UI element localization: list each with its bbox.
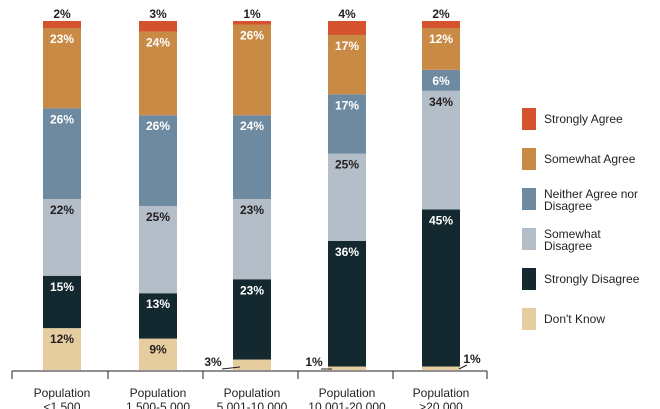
data-labels-layer: 12% 15% 22% 26% 23% 2% 9% 13% 25% 26% 24% 3% 23% 23% 2… [50, 7, 481, 370]
legend-label: Somewhat Disagree [544, 227, 601, 253]
bar-segment [328, 240, 366, 367]
data-label: 4% [338, 7, 356, 21]
legend-swatch [522, 188, 536, 210]
data-label: 6% [432, 74, 450, 88]
data-label: 1% [463, 352, 481, 366]
bar-segment [43, 275, 81, 329]
data-label: 1% [243, 7, 261, 21]
bar-segment [43, 108, 81, 199]
bar-segment [328, 34, 366, 95]
legend-item: Somewhat Disagree [522, 228, 656, 252]
bar-segment [328, 366, 366, 370]
data-label: 34% [429, 95, 453, 109]
bar-segment [422, 366, 460, 370]
category-label: Population 10,001-20,000 [308, 386, 386, 409]
data-label: 26% [146, 119, 170, 133]
data-label: 2% [432, 7, 450, 21]
data-label: 23% [240, 283, 264, 297]
data-label: 25% [335, 158, 359, 172]
category-label: Population >20,000 [413, 386, 470, 409]
data-label: 3% [149, 7, 167, 21]
category-label: Population 5,001-10,000 [217, 386, 288, 409]
legend-item: Neither Agree nor Disagree [522, 188, 656, 212]
legend-item: Somewhat Agree [522, 148, 656, 170]
data-label: 2% [53, 7, 71, 21]
data-label: 22% [50, 203, 74, 217]
legend-label: Neither Agree nor Disagree [544, 187, 639, 213]
category-label: Population <1,500 [34, 386, 91, 409]
bar-segment [43, 328, 81, 370]
bar-segment [43, 21, 81, 28]
x-axis: Population <1,500 Population 1,500-5,000 Pop… [11, 370, 488, 409]
bar-segment [139, 31, 177, 116]
data-label: 26% [240, 28, 264, 42]
data-label: 12% [429, 32, 453, 46]
legend-item: Don't Know [522, 308, 656, 330]
bar-segment [139, 338, 177, 370]
bar-segment [328, 21, 366, 35]
legend-swatch [522, 308, 536, 330]
bars-layer [43, 21, 460, 370]
legend-label: Strongly Disagree [544, 272, 640, 286]
legend-swatch [522, 228, 536, 250]
bar-segment [139, 293, 177, 339]
legend-swatch [522, 268, 536, 290]
legend-label: Don't Know [544, 312, 605, 326]
bar-segment [328, 94, 366, 154]
data-label: 24% [146, 35, 170, 49]
data-label: 15% [50, 280, 74, 294]
bar-segment [422, 21, 460, 28]
bar-segment [233, 115, 271, 199]
bar-segment [422, 209, 460, 367]
data-label: 9% [149, 343, 167, 357]
bar-segment [233, 198, 271, 280]
label-leader-line [221, 366, 241, 370]
legend-item: Strongly Disagree [522, 268, 656, 290]
data-label: 26% [50, 112, 74, 126]
bar-segment [422, 69, 460, 91]
legend: Strongly Agree Somewhat Agree Neither Agre… [522, 0, 660, 409]
bar-segment [422, 27, 460, 70]
data-label: 17% [335, 39, 359, 53]
data-label: 36% [335, 245, 359, 259]
bar-segment [139, 21, 177, 32]
bar-segment [43, 27, 81, 109]
legend-item: Strongly Agree [522, 108, 656, 130]
data-label: 24% [240, 119, 264, 133]
legend-label: Strongly Agree [544, 112, 623, 126]
bar-segment [43, 198, 81, 276]
data-label: 23% [50, 32, 74, 46]
label-leader-line [458, 364, 468, 370]
data-label: 3% [204, 355, 222, 369]
legend-swatch [522, 108, 536, 130]
bar-segment [328, 153, 366, 241]
data-label: 12% [50, 332, 74, 346]
legend-swatch [522, 148, 536, 170]
data-label: 45% [429, 213, 453, 227]
bar-segment [233, 359, 271, 370]
data-label: 17% [335, 98, 359, 112]
data-label: 25% [146, 210, 170, 224]
data-label: 23% [240, 203, 264, 217]
bar-segment [139, 205, 177, 294]
bar-segment [233, 24, 271, 116]
data-label: 13% [146, 297, 170, 311]
bar-segment [139, 115, 177, 206]
bar-segment [233, 279, 271, 360]
bar-segment [233, 21, 271, 25]
data-label: 1% [305, 355, 323, 369]
stacked-bar-chart: 12% 15% 22% 26% 23% 2% 9% 13% 25% 26% 24% 3% 23% 23% 2… [11, 7, 488, 409]
category-label: Population 1,500-5,000 [126, 386, 190, 409]
legend-label: Somewhat Agree [544, 152, 636, 166]
bar-segment [422, 90, 460, 210]
